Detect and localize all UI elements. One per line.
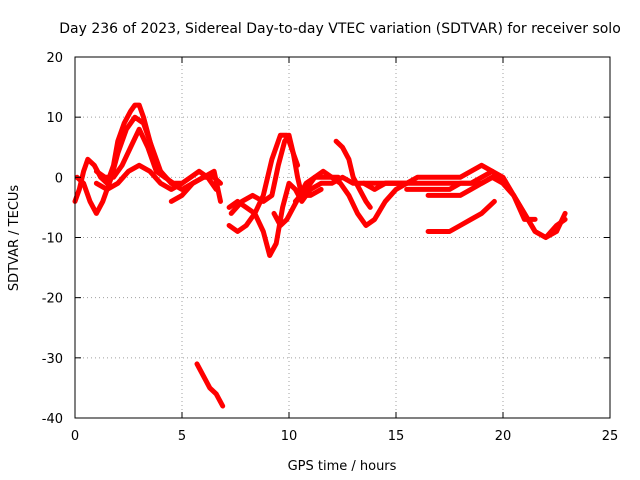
series-track-7 [226, 174, 410, 258]
axes-ticks: 0 5 10 15 20 25 -40 -30 -20 -10 0 10 20 [42, 51, 619, 444]
series-track-6 [194, 361, 226, 409]
x-tick-label: 5 [178, 429, 186, 444]
y-tick-label: 10 [46, 111, 63, 126]
series-track-17 [425, 198, 497, 234]
series-track-1 [72, 102, 219, 204]
series-track-3 [93, 162, 185, 192]
plot-series [72, 102, 568, 409]
y-axis-label: SDTVAR / TECUs [7, 185, 22, 292]
y-tick-label: -40 [42, 412, 63, 427]
x-tick-label: 20 [495, 429, 512, 444]
x-tick-label: 0 [71, 429, 79, 444]
x-tick-label: 25 [602, 429, 619, 444]
y-tick-label: 20 [46, 51, 63, 66]
series-track-16 [425, 174, 495, 198]
y-tick-label: -20 [42, 292, 63, 307]
y-tick-label: -30 [42, 352, 63, 367]
y-tick-label: 0 [55, 171, 63, 186]
series-track-4 [93, 126, 168, 180]
chart-title: Day 236 of 2023, Sidereal Day-to-day VTE… [59, 21, 621, 37]
x-tick-label: 15 [388, 429, 405, 444]
y-tick-label: -10 [42, 232, 63, 247]
series-track-2 [74, 114, 223, 216]
x-tick-label: 10 [281, 429, 298, 444]
x-axis-label: GPS time / hours [288, 459, 397, 474]
series-track-11 [292, 168, 410, 228]
grid [75, 57, 610, 418]
series-track-12 [333, 138, 373, 210]
series-track-5 [168, 174, 223, 204]
